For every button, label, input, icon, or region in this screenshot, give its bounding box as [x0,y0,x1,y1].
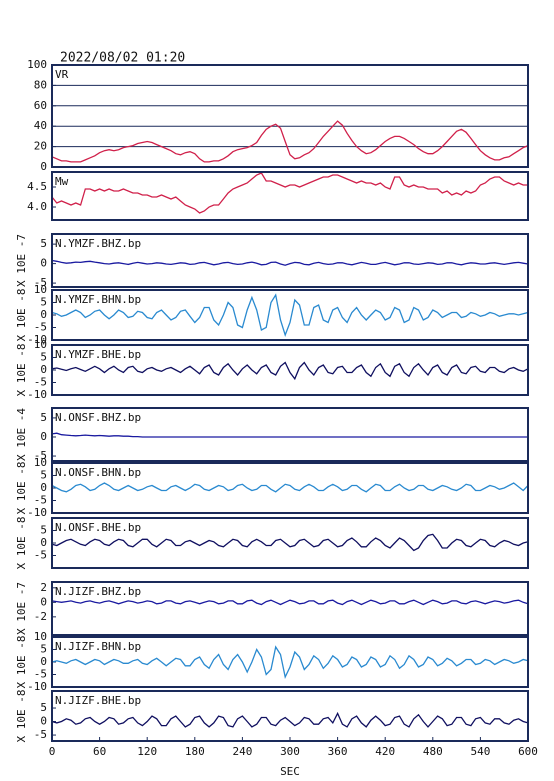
y-tick-label: -10 [27,333,47,346]
y-unit-label: X 10E -4 [15,408,28,461]
trace-label: N.JIZF.BHE.bp [55,694,141,707]
y-unit-label: X 10E -7 [15,234,28,287]
panel-frame [51,171,529,221]
y-tick-label: 0 [40,257,47,270]
y-tick-label: -5 [34,728,47,741]
trace-label: N.ONSF.BHN.bp [55,466,141,479]
panel-frame [51,233,529,288]
x-tick-label: 300 [280,745,300,758]
y-unit-label: X 10E -7 [15,582,28,635]
trace-label: N.ONSF.BHE.bp [55,521,141,534]
y-tick-label: 0 [40,481,47,494]
trace [51,711,529,728]
trace [51,172,528,214]
y-tick-label: 0 [40,430,47,443]
trace-label: N.YMZF.BHE.bp [55,348,141,361]
y-tick-label: -2 [34,610,47,623]
y-tick-label: 0 [40,363,47,376]
chart-title: 2022/08/02 01:20 [60,51,185,66]
y-tick-label: -5 [34,276,47,289]
y-unit-label: X 10E -8 [15,690,28,743]
y-tick-label: 0 [40,308,47,321]
y-tick-label: 0 [40,715,47,728]
y-tick-label: -5 [34,376,47,389]
y-tick-label: -5 [34,668,47,681]
panel-frame [51,636,529,688]
y-tick-label: 60 [34,99,47,112]
y-tick-label: 0 [40,536,47,549]
x-tick-label: 240 [232,745,252,758]
y-tick-label: 10 [34,456,47,469]
trace [51,361,529,381]
x-axis-label: SEC [280,765,300,778]
y-tick-label: 5 [40,351,47,364]
trace-label: N.ONSF.BHZ.bp [55,411,141,424]
trace-label: VR [55,68,69,81]
y-tick-label: 100 [27,58,47,71]
x-tick-label: 360 [328,745,348,758]
x-tick-label: 180 [185,745,205,758]
x-tick-label: 540 [470,745,490,758]
y-unit-label: X 10E -8 [15,636,28,689]
y-tick-label: -5 [34,549,47,562]
y-tick-label: 10 [34,338,47,351]
y-tick-label: -10 [27,388,47,401]
y-tick-label: -10 [27,506,47,519]
panel-frame [51,407,529,462]
y-unit-label: X 10E -8 [15,517,28,570]
trace-label: N.YMZF.BHN.bp [55,293,141,306]
y-tick-label: 5 [40,643,47,656]
trace-label: N.JIZF.BHN.bp [55,640,141,653]
y-tick-label: 5 [40,296,47,309]
panel-frame [51,462,529,514]
y-tick-label: -10 [27,680,47,693]
trace [51,482,529,493]
y-tick-label: 5 [40,524,47,537]
trace-label: Mw [55,175,69,188]
y-tick-label: 2 [40,581,47,594]
x-tick-label: 600 [518,745,538,758]
trace [51,259,529,266]
y-tick-label: 0 [40,655,47,668]
trace [51,645,529,680]
y-tick-label: 10 [34,283,47,296]
panel-frame [51,344,529,396]
trace [51,120,529,163]
y-tick-label: 20 [34,140,47,153]
trace [51,599,529,606]
trace [51,533,529,552]
x-tick-label: 420 [375,745,395,758]
y-tick-label: 5 [40,469,47,482]
y-tick-label: -5 [34,494,47,507]
x-tick-label: 480 [423,745,443,758]
panel-frame [51,289,529,341]
y-tick-label: 5 [40,237,47,250]
y-unit-label: X 10E -8 [15,462,28,515]
trace-label: N.YMZF.BHZ.bp [55,237,141,250]
x-tick-label: 0 [49,745,56,758]
y-tick-label: 4.5 [27,180,47,193]
y-tick-label: 40 [34,119,47,132]
y-tick-label: 4.0 [27,200,47,213]
x-tick-label: 120 [137,745,157,758]
trace [51,293,529,337]
y-tick-label: 0 [40,160,47,173]
y-tick-label: -5 [34,449,47,462]
y-tick-label: 5 [40,411,47,424]
panel-frame [51,581,529,636]
y-tick-label: 80 [34,78,47,91]
y-unit-label: X 10E -8 [15,289,28,342]
panel-frame [51,517,529,569]
trace-label: N.JIZF.BHZ.bp [55,585,141,598]
y-tick-label: -5 [34,321,47,334]
panel-frame [51,64,529,168]
y-tick-label: 0 [40,595,47,608]
y-tick-label: 5 [40,701,47,714]
y-unit-label: X 10E -8 [15,344,28,397]
trace [51,432,528,438]
y-tick-label: 10 [34,630,47,643]
x-tick-label: 60 [93,745,106,758]
